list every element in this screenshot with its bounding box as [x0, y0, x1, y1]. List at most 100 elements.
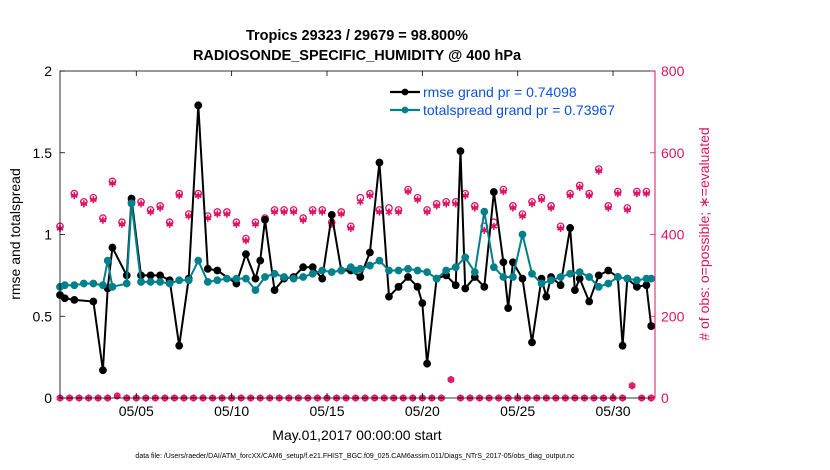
- x-tick-label: 05/05: [119, 403, 154, 419]
- obs-evaluated-point: [242, 237, 250, 245]
- rmse-point: [418, 299, 427, 308]
- rmse-point: [327, 210, 336, 219]
- obs-evaluated-point: [271, 208, 279, 216]
- obs-evaluated-point: [89, 196, 97, 204]
- spread-point: [213, 276, 222, 285]
- obs-evaluated-point: [404, 187, 412, 196]
- spread-point: [165, 279, 174, 288]
- obs-evaluated-point: [471, 204, 479, 212]
- rmse-point: [461, 284, 470, 293]
- spread-point: [261, 273, 269, 281]
- rmse-point: [618, 341, 627, 350]
- rmse-point: [156, 271, 165, 280]
- spread-point: [613, 273, 622, 281]
- obs-evaluated-point: [118, 220, 126, 228]
- rmse-point: [423, 359, 432, 368]
- spread-point: [480, 207, 489, 216]
- obs-evaluated-point: [595, 167, 603, 175]
- obs-evaluated-point: [147, 208, 155, 216]
- rmse-point: [480, 282, 489, 291]
- y2-tick-label: 0: [661, 390, 669, 406]
- spread-point: [623, 274, 632, 283]
- spread-point: [70, 281, 79, 290]
- spread-point: [575, 268, 584, 277]
- obs-evaluated-point: [585, 192, 593, 200]
- rmse-point: [242, 250, 250, 259]
- spread-point: [375, 256, 384, 265]
- x-tick-label: 05/20: [405, 403, 440, 419]
- spread-point: [337, 266, 346, 275]
- x-tick-label: 05/15: [309, 403, 344, 419]
- obs-evaluated-point: [299, 216, 307, 224]
- obs-evaluated-point: [642, 190, 650, 198]
- spread-point: [432, 274, 441, 283]
- obs-evaluated-point: [423, 208, 431, 216]
- chart-subtitle: RADIOSONDE_SPECIFIC_HUMIDITY @ 400 hPa: [193, 48, 522, 64]
- rmse-point: [99, 366, 107, 375]
- rmse-point: [528, 338, 536, 347]
- spread-point: [108, 282, 117, 291]
- spread-point: [122, 279, 131, 288]
- spread-point: [528, 269, 536, 278]
- y-tick-label: 2: [44, 63, 52, 79]
- spread-point: [365, 261, 374, 270]
- rmse-point: [604, 266, 613, 275]
- spread-point: [270, 269, 279, 278]
- rmse-point: [60, 294, 69, 303]
- spread-point: [404, 264, 412, 273]
- spread-point: [79, 279, 88, 288]
- rmse-point: [385, 292, 393, 301]
- rmse-point: [299, 263, 308, 272]
- spread-point: [327, 268, 336, 277]
- spread-point: [60, 281, 69, 290]
- obs-evaluated-point: [628, 382, 636, 390]
- obs-evaluated-point: [385, 208, 393, 216]
- spread-point: [356, 264, 365, 273]
- spread-point: [499, 273, 508, 281]
- rmse-point: [647, 322, 656, 330]
- obs-evaluated-point: [547, 204, 555, 212]
- obs-evaluated-point: [509, 204, 517, 212]
- obs-evaluated-point: [223, 210, 231, 218]
- obs-evaluated-point: [337, 210, 345, 218]
- spread-point: [137, 278, 145, 286]
- rmse-point: [251, 274, 260, 283]
- spread-point: [423, 268, 432, 277]
- obs-evaluated-point: [318, 208, 326, 216]
- spread-point: [299, 273, 308, 281]
- obs-evaluated-point: [356, 198, 364, 206]
- rmse-point: [571, 286, 579, 294]
- spread-point: [242, 274, 250, 283]
- spread-point: [509, 273, 517, 281]
- y-axis-label: rmse and totalspread: [7, 168, 23, 300]
- obs-evaluated-point: [499, 187, 507, 196]
- spread-point: [99, 281, 107, 290]
- obs-evaluated-point: [604, 204, 612, 212]
- plot-area: [60, 71, 655, 398]
- y2-tick-label: 600: [661, 145, 685, 161]
- rmse-point: [356, 273, 365, 281]
- spread-point: [413, 266, 422, 275]
- obs-evaluated-point: [166, 220, 174, 228]
- rmse-point: [108, 243, 117, 252]
- obs-evaluated-point: [576, 183, 584, 192]
- spread-point: [222, 274, 231, 283]
- rmse-point: [566, 224, 575, 232]
- rmse-point: [70, 296, 79, 304]
- rmse-point: [575, 274, 584, 283]
- spread-point: [566, 269, 575, 278]
- legend-label: totalspread grand pr = 0.73967: [423, 102, 615, 118]
- obs-evaluated-point: [566, 192, 574, 200]
- obs-evaluated-point: [447, 376, 455, 384]
- legend-marker: [401, 88, 409, 96]
- obs-evaluated-point: [175, 192, 183, 200]
- rmse-point: [213, 266, 222, 275]
- chart-title: Tropics 29323 / 29679 = 98.800%: [246, 28, 468, 44]
- x-axis-label: May.01,2017 00:00:00 start: [272, 427, 442, 443]
- obs-evaluated-point: [99, 216, 107, 224]
- spread-point: [594, 282, 603, 291]
- spread-point: [461, 253, 470, 262]
- rmse-point: [194, 101, 203, 110]
- spread-point: [194, 256, 203, 265]
